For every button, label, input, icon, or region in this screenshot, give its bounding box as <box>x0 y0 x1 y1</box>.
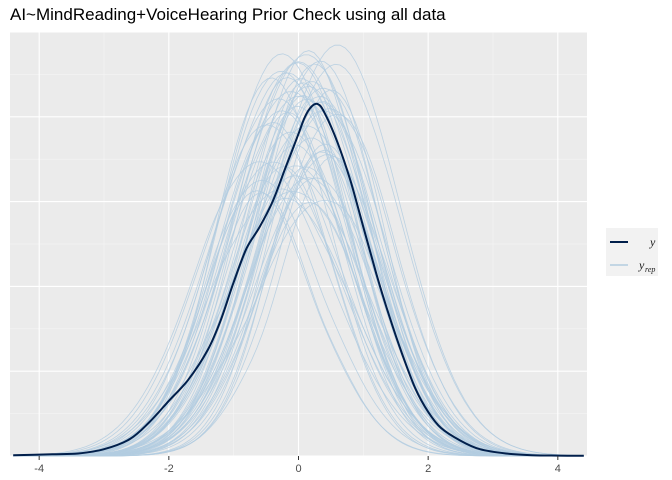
x-tick-label: 2 <box>425 463 431 475</box>
chart-title: AI~MindReading+VoiceHearing Prior Check … <box>10 5 446 24</box>
legend-label-yrep-subscript: rep <box>645 265 655 274</box>
yrep-line <box>13 111 584 457</box>
legend-label-yrep: y <box>638 258 645 272</box>
x-axis-ticks: -4 -2 0 2 4 <box>34 456 561 475</box>
x-tick-label: -4 <box>34 463 44 475</box>
x-tick-label: 0 <box>295 463 301 475</box>
yrep-line <box>13 177 584 457</box>
x-tick-label: -2 <box>164 463 174 475</box>
legend: y y rep <box>606 228 658 276</box>
y-line <box>13 102 584 457</box>
legend-background <box>606 228 658 276</box>
y-series-line <box>13 102 584 457</box>
yrep-line <box>13 85 584 457</box>
legend-label-y: y <box>649 235 656 249</box>
yrep-line <box>13 61 584 457</box>
x-tick-label: 4 <box>555 463 561 475</box>
